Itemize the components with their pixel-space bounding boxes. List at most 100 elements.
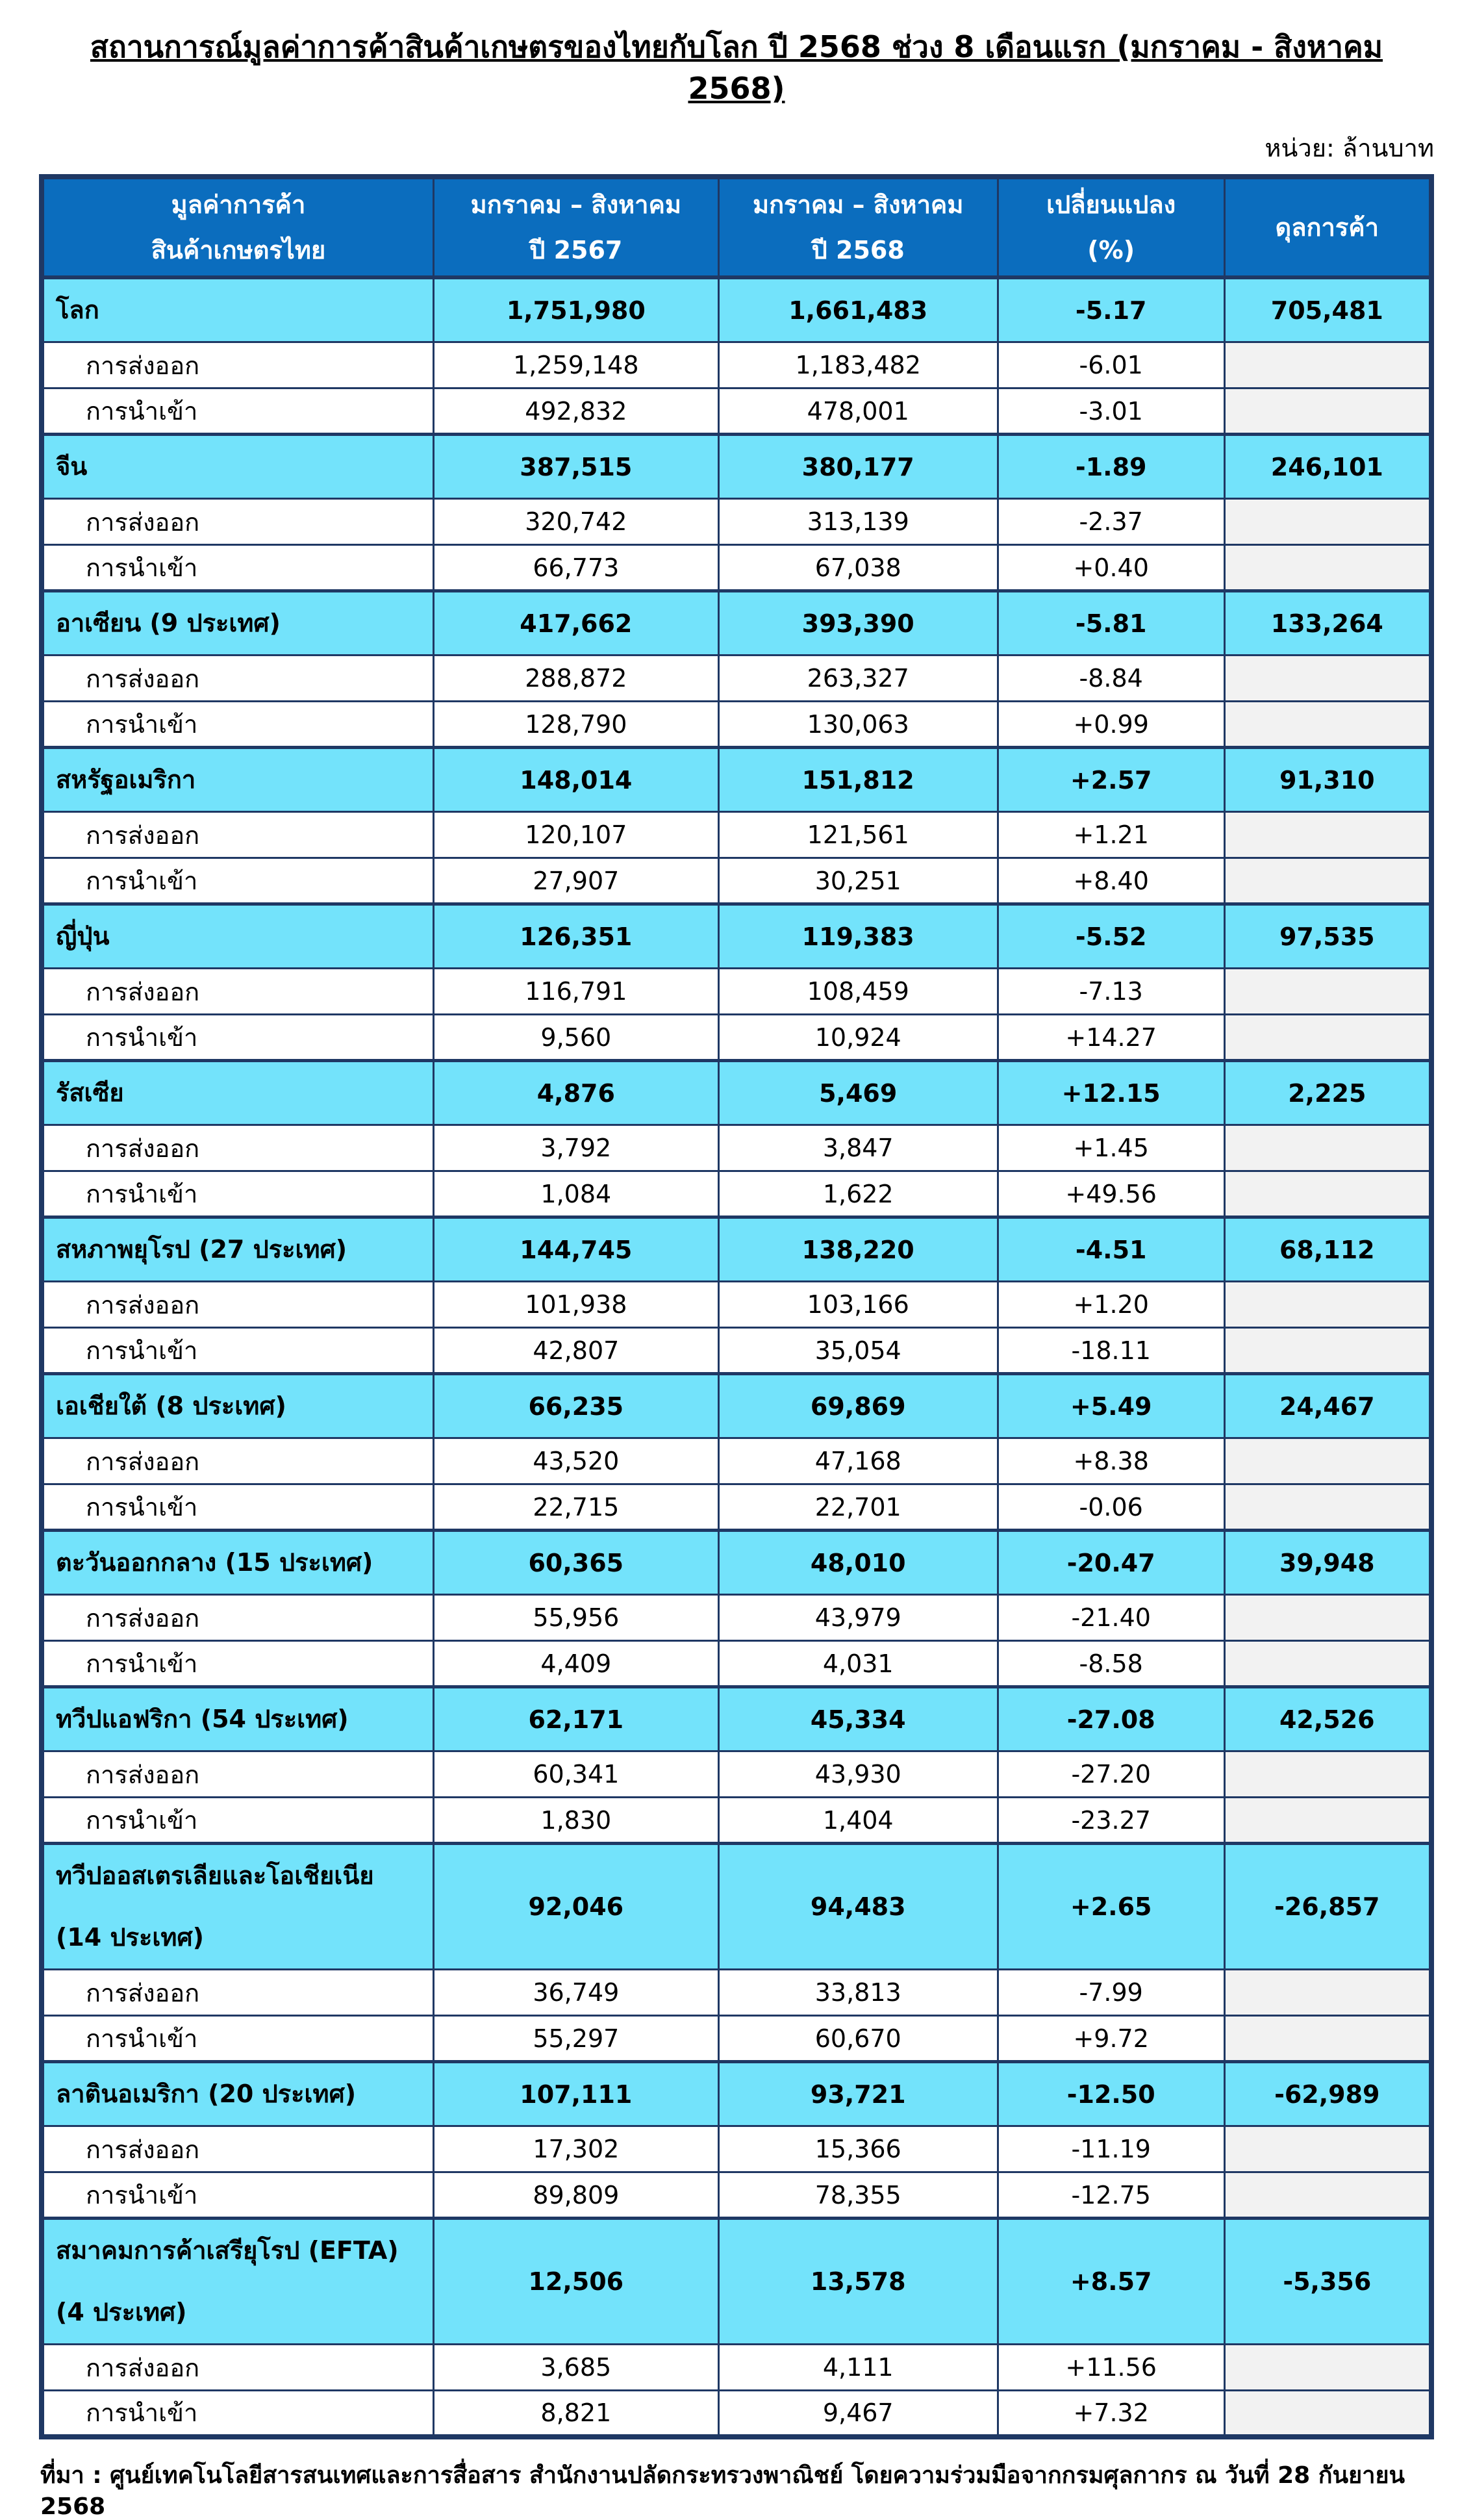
region-value-2568: 393,390 xyxy=(717,589,999,656)
region-row: ลาตินอเมริกา (20 ประเทศ) 107,111 93,721 … xyxy=(40,2060,1433,2127)
imports-trade-balance-empty xyxy=(1223,1013,1433,1062)
region-change-percent: +8.57 xyxy=(996,2217,1226,2345)
exports-value-2568: 33,813 xyxy=(717,1968,999,2017)
imports-value-2568: 478,001 xyxy=(717,387,999,435)
region-row: จีน 387,515 380,177 -1.89 246,101 xyxy=(40,433,1433,500)
exports-value-2568: 263,327 xyxy=(717,654,999,702)
region-change-percent: -5.52 xyxy=(996,902,1226,969)
region-trade-balance: -5,356 xyxy=(1223,2217,1433,2345)
region-name: ญี่ปุ่น xyxy=(40,902,434,969)
exports-value-2568: 43,930 xyxy=(717,1750,999,1798)
exports-trade-balance-empty xyxy=(1223,1968,1433,2017)
region-row: สหรัฐอเมริกา 148,014 151,812 +2.57 91,31… xyxy=(40,746,1433,813)
exports-trade-balance-empty xyxy=(1223,2343,1433,2391)
region-trade-balance: 705,481 xyxy=(1223,275,1433,343)
exports-label: การส่งออก xyxy=(40,1124,434,1172)
region-change-percent: -5.17 xyxy=(996,275,1226,343)
exports-change-percent: -11.19 xyxy=(996,2125,1226,2173)
region-trade-balance: 42,526 xyxy=(1223,1685,1433,1752)
region-row: เอเชียใต้ (8 ประเทศ) 66,235 69,869 +5.49… xyxy=(40,1372,1433,1439)
exports-change-percent: -2.37 xyxy=(996,498,1226,546)
exports-trade-balance-empty xyxy=(1223,2125,1433,2173)
exports-label: การส่งออก xyxy=(40,2125,434,2173)
exports-row: การส่งออก 55,956 43,979 -21.40 xyxy=(40,1594,1433,1642)
imports-change-percent: -18.11 xyxy=(996,1327,1226,1375)
imports-value-2567: 9,560 xyxy=(432,1013,720,1062)
exports-label: การส่งออก xyxy=(40,1968,434,2017)
imports-change-percent: +9.72 xyxy=(996,2015,1226,2063)
exports-trade-balance-empty xyxy=(1223,1280,1433,1329)
exports-value-2568: 313,139 xyxy=(717,498,999,546)
region-row: ทวีปออสเตรเลียและโอเชียเนีย (14 ประเทศ) … xyxy=(40,1842,1433,1970)
region-name: ลาตินอเมริกา (20 ประเทศ) xyxy=(40,2060,434,2127)
imports-label: การนำเข้า xyxy=(40,1013,434,1062)
exports-row: การส่งออก 101,938 103,166 +1.20 xyxy=(40,1280,1433,1329)
region-row: โลก 1,751,980 1,661,483 -5.17 705,481 xyxy=(40,275,1433,343)
imports-value-2567: 89,809 xyxy=(432,2171,720,2219)
imports-value-2568: 78,355 xyxy=(717,2171,999,2219)
imports-row: การนำเข้า 1,084 1,622 +49.56 xyxy=(40,1170,1433,1218)
imports-trade-balance-empty xyxy=(1223,1640,1433,1688)
region-trade-balance: -62,989 xyxy=(1223,2060,1433,2127)
region-value-2567: 148,014 xyxy=(432,746,720,813)
exports-trade-balance-empty xyxy=(1223,967,1433,1015)
exports-change-percent: -27.20 xyxy=(996,1750,1226,1798)
imports-label: การนำเข้า xyxy=(40,387,434,435)
exports-row: การส่งออก 60,341 43,930 -27.20 xyxy=(40,1750,1433,1798)
imports-value-2567: 66,773 xyxy=(432,544,720,592)
region-row: ญี่ปุ่น 126,351 119,383 -5.52 97,535 xyxy=(40,902,1433,969)
column-header-jan-aug-2568: มกราคม – สิงหาคม ปี 2568 xyxy=(717,175,999,279)
imports-value-2568: 9,467 xyxy=(717,2389,999,2437)
exports-label: การส่งออก xyxy=(40,1750,434,1798)
region-row: ตะวันออกกลาง (15 ประเทศ) 60,365 48,010 -… xyxy=(40,1529,1433,1596)
region-name: โลก xyxy=(40,275,434,343)
imports-value-2567: 128,790 xyxy=(432,700,720,748)
exports-value-2567: 101,938 xyxy=(432,1280,720,1329)
exports-label: การส่งออก xyxy=(40,2343,434,2391)
exports-value-2567: 3,792 xyxy=(432,1124,720,1172)
region-value-2568: 94,483 xyxy=(717,1842,999,1970)
imports-value-2567: 42,807 xyxy=(432,1327,720,1375)
exports-value-2567: 1,259,148 xyxy=(432,341,720,389)
region-row: สมาคมการค้าเสรียุโรป (EFTA) (4 ประเทศ) 1… xyxy=(40,2217,1433,2345)
region-change-percent: -1.89 xyxy=(996,433,1226,500)
imports-value-2567: 4,409 xyxy=(432,1640,720,1688)
exports-row: การส่งออก 3,685 4,111 +11.56 xyxy=(40,2343,1433,2391)
region-change-percent: -4.51 xyxy=(996,1215,1226,1282)
exports-value-2567: 55,956 xyxy=(432,1594,720,1642)
imports-change-percent: -23.27 xyxy=(996,1796,1226,1844)
exports-value-2568: 43,979 xyxy=(717,1594,999,1642)
imports-change-percent: +7.32 xyxy=(996,2389,1226,2437)
region-value-2568: 13,578 xyxy=(717,2217,999,2345)
region-name: สหภาพยุโรป (27 ประเทศ) xyxy=(40,1215,434,1282)
exports-row: การส่งออก 3,792 3,847 +1.45 xyxy=(40,1124,1433,1172)
column-header-change-percent: เปลี่ยนแปลง (%) xyxy=(996,175,1226,279)
imports-trade-balance-empty xyxy=(1223,387,1433,435)
imports-row: การนำเข้า 1,830 1,404 -23.27 xyxy=(40,1796,1433,1844)
region-name: สหรัฐอเมริกา xyxy=(40,746,434,813)
column-header-trade-balance: ดุลการค้า xyxy=(1223,175,1433,279)
region-value-2567: 4,876 xyxy=(432,1059,720,1126)
imports-value-2568: 1,622 xyxy=(717,1170,999,1218)
imports-trade-balance-empty xyxy=(1223,700,1433,748)
region-value-2567: 92,046 xyxy=(432,1842,720,1970)
imports-row: การนำเข้า 55,297 60,670 +9.72 xyxy=(40,2015,1433,2063)
imports-trade-balance-empty xyxy=(1223,1796,1433,1844)
region-trade-balance: 133,264 xyxy=(1223,589,1433,656)
region-name: ตะวันออกกลาง (15 ประเทศ) xyxy=(40,1529,434,1596)
exports-value-2568: 1,183,482 xyxy=(717,341,999,389)
region-value-2567: 144,745 xyxy=(432,1215,720,1282)
exports-trade-balance-empty xyxy=(1223,1750,1433,1798)
imports-trade-balance-empty xyxy=(1223,1483,1433,1531)
region-row: อาเซียน (9 ประเทศ) 417,662 393,390 -5.81… xyxy=(40,589,1433,656)
exports-trade-balance-empty xyxy=(1223,1437,1433,1485)
imports-label: การนำเข้า xyxy=(40,1170,434,1218)
exports-value-2567: 60,341 xyxy=(432,1750,720,1798)
exports-change-percent: +8.38 xyxy=(996,1437,1226,1485)
region-value-2568: 119,383 xyxy=(717,902,999,969)
exports-value-2567: 36,749 xyxy=(432,1968,720,2017)
imports-change-percent: -8.58 xyxy=(996,1640,1226,1688)
column-header-jan-aug-2567: มกราคม – สิงหาคม ปี 2567 xyxy=(432,175,720,279)
imports-row: การนำเข้า 4,409 4,031 -8.58 xyxy=(40,1640,1433,1688)
exports-trade-balance-empty xyxy=(1223,1594,1433,1642)
